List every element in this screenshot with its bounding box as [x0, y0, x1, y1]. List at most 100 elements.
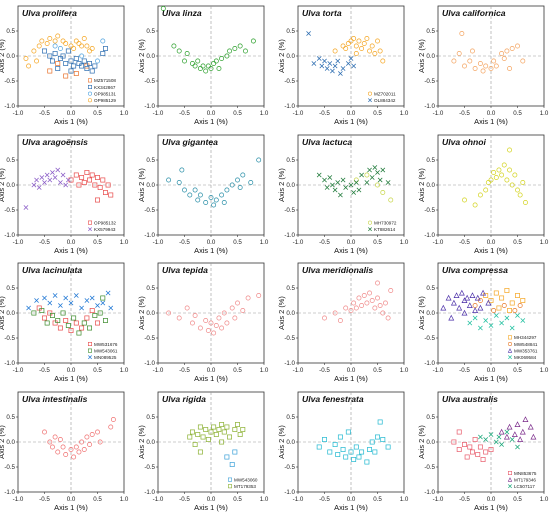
data-point [369, 298, 375, 303]
legend-label: KX579943 [94, 227, 116, 232]
data-point [245, 295, 251, 301]
data-point [184, 305, 190, 311]
data-point [324, 66, 330, 71]
data-point [65, 323, 71, 328]
data-point [364, 300, 370, 306]
x-axis-label: Axis 1 (%) [54, 503, 88, 512]
data-point [187, 434, 193, 440]
data-point [332, 442, 338, 447]
data-point [335, 452, 341, 457]
data-point [87, 442, 93, 447]
data-point [456, 429, 462, 435]
data-point [221, 310, 227, 316]
y-tick-label: -0.5 [144, 335, 155, 342]
data-point [498, 428, 505, 435]
data-point [504, 429, 510, 435]
data-point [506, 423, 513, 430]
data-point [493, 439, 499, 445]
y-tick-label: 0.5 [146, 285, 155, 292]
data-point [493, 313, 499, 318]
data-point [110, 417, 116, 422]
data-point [478, 325, 483, 331]
data-point [461, 309, 468, 316]
data-point [235, 422, 240, 427]
data-point [224, 320, 230, 326]
data-point [512, 308, 518, 313]
data-point [388, 288, 394, 293]
legend-label: MZ571508 [94, 78, 116, 83]
data-point [203, 427, 209, 432]
legend-label: KT882614 [374, 227, 396, 232]
x-tick-label: 1.0 [540, 367, 549, 374]
panel-title: Ulva intestinalis [22, 394, 88, 404]
data-point [57, 56, 63, 61]
scatter-panel: Ulva gigantea -1.0 -0.5 0.0 0.5 1.0 0.5 0.0 -0.5… [137, 134, 269, 255]
y-tick-label: 0.0 [426, 310, 435, 317]
data-point [52, 434, 58, 440]
scatter-panel: Ulva tepida -1.0 -0.5 0.0 0.5 1.0 0.5 0.0 -0.5 -1… [137, 262, 269, 383]
data-point [221, 200, 227, 205]
data-point [55, 449, 61, 455]
panel-title: Ulva lactuca [302, 137, 352, 147]
x-tick-label: 1.0 [400, 110, 409, 117]
legend-label: MW543060 [234, 477, 258, 482]
data-point [504, 177, 510, 183]
data-point [73, 444, 79, 450]
y-tick-label: -0.5 [4, 78, 15, 85]
data-point [57, 325, 63, 331]
legend-label: OP985129 [94, 98, 116, 103]
data-point [348, 56, 354, 61]
data-point [472, 437, 478, 442]
data-point [338, 192, 343, 198]
y-tick-label: 0.0 [6, 439, 15, 446]
x-tick-label: -1.0 [13, 367, 24, 374]
y-axis-label: Axis 2 (%) [137, 168, 146, 202]
y-tick-label: -0.5 [284, 335, 295, 342]
panel-title: Ulva californica [442, 8, 506, 18]
data-point [493, 63, 499, 69]
data-point [68, 328, 74, 333]
data-point [71, 63, 77, 69]
x-tick-label: -1.0 [153, 239, 164, 246]
data-point [47, 53, 53, 59]
data-point [63, 318, 69, 323]
data-point [240, 427, 246, 432]
x-tick-label: 0.0 [487, 239, 496, 246]
y-tick-label: -0.5 [424, 335, 435, 342]
data-point [356, 454, 362, 460]
data-point [73, 38, 79, 44]
data-point [52, 320, 58, 326]
data-point [95, 320, 100, 326]
data-point [491, 308, 497, 313]
data-point [60, 38, 66, 44]
x-tick-label: -0.5 [179, 110, 190, 117]
y-tick-label: 0.5 [6, 285, 15, 292]
data-point [520, 298, 526, 303]
data-point [472, 315, 478, 321]
x-tick-label: -0.5 [39, 496, 50, 503]
data-point [44, 172, 50, 178]
y-axis-label: Axis 2 (%) [0, 296, 6, 330]
data-point [478, 434, 483, 440]
y-tick-label: 0.5 [426, 157, 435, 164]
data-point [224, 424, 230, 430]
data-point [375, 280, 380, 286]
data-point [453, 292, 460, 298]
data-point [359, 449, 365, 455]
data-point [501, 56, 507, 61]
data-point [58, 180, 63, 185]
y-tick-label: -1.0 [424, 489, 435, 496]
legend-label: OP985131 [94, 91, 116, 96]
x-tick-label: 0.5 [233, 496, 242, 503]
data-point [42, 48, 47, 54]
y-axis-label: Axis 2 (%) [277, 425, 286, 459]
data-point [485, 180, 491, 185]
x-tick-label: 0.0 [67, 367, 76, 374]
data-point [31, 48, 37, 54]
x-tick-label: -0.5 [319, 496, 330, 503]
data-point [55, 33, 61, 39]
data-point [89, 308, 95, 313]
data-point [76, 182, 82, 188]
data-point [517, 303, 523, 308]
data-point [71, 315, 77, 321]
